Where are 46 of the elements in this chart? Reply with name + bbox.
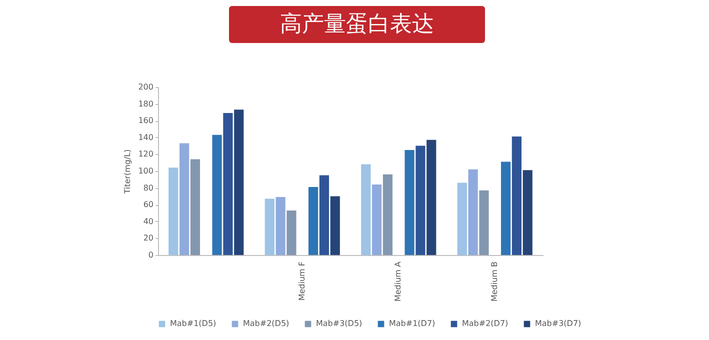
y-tick-label: 0 [148,250,154,260]
y-tick-label: 120 [138,150,154,159]
bar [522,170,532,255]
bar [361,164,371,255]
legend-label: Mab#1(D5) [170,319,216,328]
bar [426,140,436,255]
bar [479,190,489,255]
bar [223,113,233,255]
bar [264,198,274,255]
x-tick-label: Medium F [297,261,306,301]
x-tick-label: Medium A [394,260,403,302]
y-tick-label: 160 [138,116,154,126]
y-tick-label: 180 [138,99,154,108]
bar [416,146,426,255]
bar [382,174,393,255]
y-tick-label: 140 [138,132,154,142]
x-tick-label: Medium B [490,262,499,302]
legend-label: Mab#2(D5) [243,319,290,328]
bar [500,162,511,255]
y-tick-label: 40 [143,216,154,226]
y-tick-label: 20 [143,234,154,243]
bar [319,175,329,255]
legend-label: Mab#3(D7) [535,319,582,328]
bar [468,169,478,255]
y-tick-label: 100 [138,166,154,176]
bar [404,150,414,255]
bar [276,197,286,255]
bar [168,168,178,255]
legend-label: Mab#2(D7) [462,319,508,328]
bar [234,110,244,255]
legend-label: Mab#3(D5) [316,319,362,328]
y-tick-label: 80 [143,183,154,192]
bar [512,136,522,255]
bar [180,143,190,255]
bar [372,184,382,255]
y-tick-label: 60 [143,200,154,210]
legend-label: Mab#1(D7) [389,319,436,328]
chart-title: 高产量蛋白表达 [229,6,485,43]
bar [190,159,200,255]
bar [308,186,318,255]
bar [212,134,222,255]
bar [330,196,340,255]
y-tick-label: 200 [138,82,154,92]
bar [457,182,467,255]
y-axis-title: Titer(mg/L) [123,149,132,195]
bar [286,210,296,255]
